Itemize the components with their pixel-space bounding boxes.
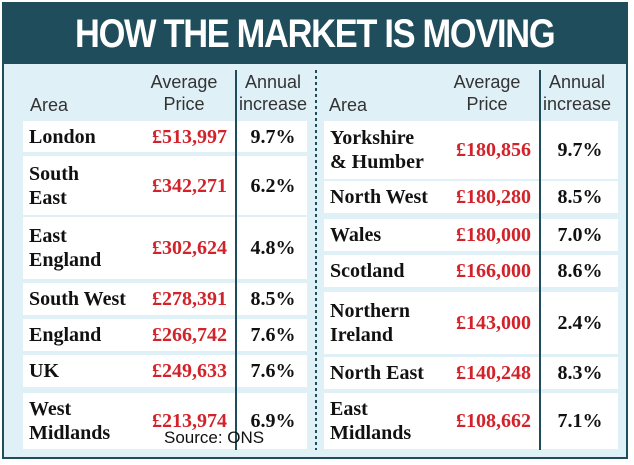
area-cell: North East [330,357,424,389]
area-name-line: Wales [330,224,382,246]
annual-increase-cell: 7.1% [557,410,603,432]
average-price-cell: £108,662 [456,410,531,432]
average-price-cell: £342,271 [152,174,227,197]
area-name-line: Midlands [29,422,111,444]
table-row: London £513,997 9.7% [23,121,307,152]
table-row: England £266,742 7.6% [23,319,307,351]
area-cell: Northern Ireland [330,292,410,354]
table-divider [315,70,317,450]
source-note: Source: ONS [164,428,265,447]
average-price-cell: £180,280 [456,186,531,208]
area-name-line: Yorkshire [330,127,415,149]
average-price-cell: £266,742 [152,324,227,346]
right-increase-header: Annual increase [536,71,618,115]
right-column-divider [539,70,541,450]
area-cell: West Midlands [29,393,110,449]
average-price-cell: £213,974 [152,410,227,432]
right-increase-header-line2: increase [542,94,612,114]
area-name-line: & Humber [330,151,424,173]
area-name-line: South West [29,288,126,310]
right-price-header: Average Price [437,71,537,115]
annual-increase-cell: 2.4% [557,312,603,334]
right-increase-header-line1: Annual [548,72,606,92]
area-name-line: East [29,225,67,247]
left-increase-header: Annual increase [232,71,314,115]
annual-increase-cell: 9.7% [250,125,296,148]
area-name-line: Northern [330,300,410,322]
area-cell: England [29,319,101,351]
page-title: HOW THE MARKET IS MOVING [75,11,556,56]
area-name-line: East [29,186,67,209]
table-row: South East £342,271 6.2% [23,156,307,215]
area-cell: South West [29,283,126,315]
average-price-cell: £140,248 [456,362,531,384]
annual-increase-cell: 8.6% [557,260,603,282]
area-name-line: South [29,162,80,185]
area-name-line: Scotland [330,260,405,282]
area-cell: London [29,121,96,152]
average-price-cell: £180,856 [456,139,531,161]
area-name-line: UK [29,360,59,382]
area-name-line: East [330,398,368,420]
left-increase-header-line2: increase [238,94,308,114]
area-cell: UK [29,355,59,387]
left-price-header: Average Price [134,71,234,115]
area-name-line: England [29,249,102,271]
left-price-header-line2: Price [163,94,205,114]
infographic-frame: HOW THE MARKET IS MOVING Area Average Pr… [2,2,628,459]
annual-increase-cell: 6.2% [250,174,296,197]
annual-increase-cell: 7.6% [250,324,296,346]
right-price-header-line2: Price [466,94,508,114]
area-cell: North West [330,181,428,213]
average-price-cell: £143,000 [456,312,531,334]
table-row: South West £278,391 8.5% [23,283,307,315]
right-area-header: Area [329,95,368,115]
annual-increase-cell: 4.8% [250,237,296,259]
average-price-cell: £278,391 [152,288,227,310]
left-increase-header-line1: Annual [244,72,302,92]
area-name-line: London [29,125,96,148]
annual-increase-cell: 8.5% [250,288,296,310]
table-row: Scotland £166,000 8.6% [324,255,618,287]
area-cell: Wales [330,219,381,251]
table-row: UK £249,633 7.6% [23,355,307,387]
area-name-line: North West [330,186,428,208]
average-price-cell: £180,000 [456,224,531,246]
area-cell: South East [29,156,79,215]
table-row: North West £180,280 8.5% [324,181,618,213]
right-price-header-line1: Average [453,72,521,92]
area-name-line: North East [330,362,424,384]
area-cell: East Midlands [330,393,411,449]
annual-increase-cell: 6.9% [250,410,296,432]
annual-increase-cell: 7.6% [250,360,296,382]
area-cell: Scotland [330,255,404,287]
average-price-cell: £302,624 [152,237,227,259]
average-price-cell: £513,997 [152,125,227,148]
area-cell: Yorkshire & Humber [330,121,424,179]
table-row: Yorkshire & Humber £180,856 9.7% [324,121,618,179]
annual-increase-cell: 9.7% [557,139,603,161]
table-row: Wales £180,000 7.0% [324,219,618,251]
table-row: North East £140,248 8.3% [324,357,618,389]
area-name-line: West [29,398,72,420]
annual-increase-cell: 7.0% [557,224,603,246]
average-price-cell: £249,633 [152,360,227,382]
area-name-line: Ireland [330,324,393,346]
area-name-line: Midlands [330,422,412,444]
table-row: East England £302,624 4.8% [23,217,307,279]
annual-increase-cell: 8.5% [557,186,603,208]
area-name-line: England [29,324,102,346]
title-banner: HOW THE MARKET IS MOVING [4,4,626,64]
table-row: East Midlands £108,662 7.1% [324,393,618,449]
annual-increase-cell: 8.3% [557,362,603,384]
table-row: Northern Ireland £143,000 2.4% [324,292,618,354]
left-price-header-line1: Average [150,72,218,92]
area-cell: East England [29,217,101,279]
left-column-divider [235,70,237,450]
average-price-cell: £166,000 [456,260,531,282]
table-row: West Midlands £213,974 6.9% [23,393,307,449]
left-area-header: Area [30,95,69,115]
